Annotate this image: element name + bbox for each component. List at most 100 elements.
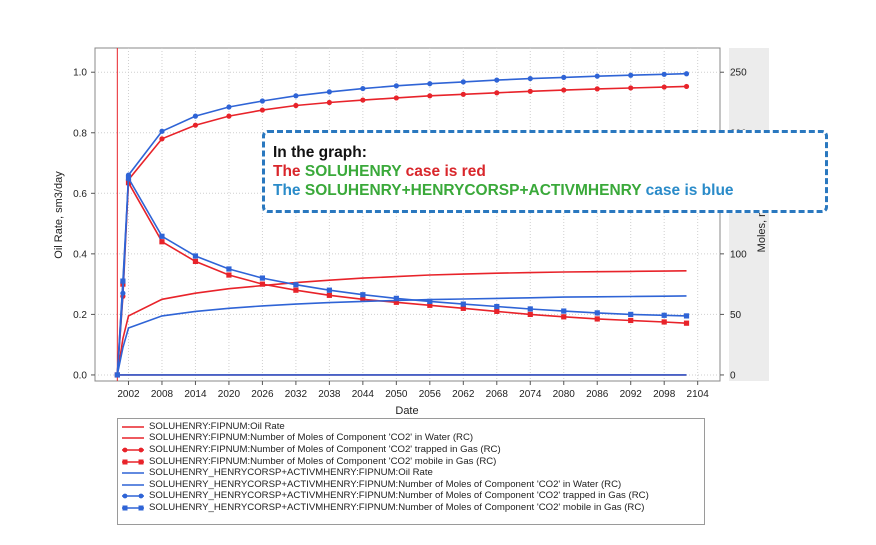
- data-point-square: [259, 281, 266, 287]
- y-left-axis-ticks: 0.0 0.2 0.4 0.6 0.8 1.0: [73, 68, 95, 381]
- x-axis-ticks: 2002 2008 2014 2020 2026 2032 2038 2044 2050 2056…: [117, 381, 709, 400]
- data-point-square: [326, 292, 332, 298]
- data-point-square: [114, 372, 120, 378]
- x-tick-label: 2014: [184, 389, 207, 400]
- data-point-square: [628, 311, 634, 317]
- annotation-the-blue: The: [273, 182, 305, 199]
- legend-label: SOLUHENRY_HENRYCORSP+ACTIVMHENRY:FIPNUM:…: [149, 490, 649, 502]
- x-tick-label: 2032: [285, 389, 308, 400]
- data-point-square: [594, 310, 600, 316]
- legend-item: SOLUHENRY:FIPNUM:Number of Moles of Comp…: [122, 433, 704, 445]
- data-point-square: [192, 253, 199, 259]
- data-point-square: [460, 301, 466, 307]
- data-point-square: [326, 287, 332, 293]
- legend-label: SOLUHENRY:FIPNUM:Number of Moles of Comp…: [149, 455, 497, 467]
- data-point-circle: [527, 88, 533, 94]
- legend-item: SOLUHENRY_HENRYCORSP+ACTIVMHENRY:FIPNUM:…: [122, 467, 704, 479]
- legend-swatch: [122, 447, 144, 453]
- x-axis-title: Date: [395, 405, 418, 417]
- x-tick-label: 2098: [653, 389, 676, 400]
- data-point-circle: [683, 71, 690, 77]
- series-layer: [114, 71, 690, 378]
- data-point-circle: [293, 102, 299, 109]
- data-point-square: [293, 287, 299, 293]
- x-tick-label: 2074: [519, 389, 542, 400]
- series-1: [116, 270, 687, 376]
- data-point-circle: [594, 86, 600, 92]
- data-point-square: [393, 299, 399, 305]
- data-point-square: [460, 305, 466, 311]
- data-point-circle: [628, 85, 634, 91]
- series-7: [114, 175, 690, 378]
- data-point-circle: [427, 93, 433, 99]
- data-point-square: [683, 313, 690, 319]
- x-tick-label: 2002: [117, 389, 140, 400]
- x-tick-label: 2068: [486, 389, 509, 400]
- data-point-square: [561, 308, 567, 314]
- plot-background: [94, 47, 721, 382]
- data-point-circle: [293, 93, 299, 99]
- legend-item: SOLUHENRY:FIPNUM:Number of Moles of Comp…: [122, 444, 704, 456]
- data-point-square: [159, 233, 165, 239]
- data-point-square: [494, 308, 500, 314]
- legend-swatch: [122, 425, 144, 428]
- legend-item: SOLUHENRY_HENRYCORSP+ACTIVMHENRY:FIPNUM:…: [122, 479, 704, 491]
- annotation-case-red: SOLUHENRY: [304, 163, 402, 180]
- y-right-axis-title: Moles, m: [756, 208, 768, 253]
- data-point-square: [427, 302, 433, 308]
- legend-item: SOLUHENRY:FIPNUM:Oil Rate: [122, 421, 704, 433]
- data-point-circle: [527, 75, 533, 82]
- y-right-tick-label: 0: [730, 370, 736, 381]
- legend-label: SOLUHENRY_HENRYCORSP+ACTIVMHENRY:FIPNUM:…: [149, 467, 433, 479]
- annotation-rest-blue: case is blue: [641, 182, 734, 199]
- data-point-square: [159, 239, 165, 245]
- data-point-square: [527, 311, 533, 317]
- data-point-circle: [460, 91, 466, 97]
- data-point-square: [125, 175, 132, 181]
- y-left-tick-label: 1.0: [73, 68, 87, 79]
- data-point-square: [120, 278, 126, 284]
- series-line: [116, 175, 687, 375]
- legend-swatch: [122, 493, 144, 499]
- data-point-square: [561, 314, 567, 320]
- data-point-circle: [393, 83, 399, 89]
- x-tick-label: 2008: [151, 389, 174, 400]
- data-point-circle: [427, 81, 433, 87]
- data-point-circle: [683, 83, 690, 90]
- data-point-square: [661, 319, 667, 325]
- data-point-circle: [393, 95, 399, 101]
- data-point-circle: [628, 72, 634, 78]
- legend-swatch: [122, 472, 144, 474]
- annotation-heading: In the graph:: [273, 144, 367, 161]
- y-left-tick-label: 0.6: [73, 189, 87, 200]
- data-point-circle: [561, 74, 567, 80]
- x-tick-label: 2038: [318, 389, 341, 400]
- series-line: [116, 72, 687, 375]
- data-point-circle: [226, 104, 232, 110]
- data-point-circle: [192, 113, 199, 119]
- x-tick-label: 2092: [620, 389, 643, 400]
- y-left-tick-label: 0.4: [73, 249, 87, 260]
- x-tick-label: 2020: [218, 389, 241, 400]
- chart-legend: SOLUHENRY:FIPNUM:Oil Rate SOLUHENRY:FIPNU…: [117, 418, 705, 525]
- data-point-circle: [460, 79, 466, 85]
- x-tick-label: 2044: [352, 389, 375, 400]
- x-tick-label: 2026: [251, 389, 274, 400]
- data-point-circle: [226, 113, 232, 119]
- data-point-circle: [259, 98, 266, 104]
- data-point-circle: [159, 128, 165, 134]
- data-point-square: [427, 298, 433, 304]
- legend-swatch: [122, 483, 144, 486]
- data-point-square: [360, 296, 366, 302]
- data-point-square: [594, 316, 600, 322]
- x-tick-label: 2062: [452, 389, 475, 400]
- data-point-square: [393, 295, 399, 301]
- series-line: [116, 85, 687, 375]
- data-point-circle: [192, 122, 199, 128]
- x-tick-label: 2056: [419, 389, 442, 400]
- y-left-axis-title: Oil Rate, sm3/day: [53, 171, 65, 259]
- data-point-square: [360, 292, 366, 298]
- y-right-tick-label: 100: [730, 249, 747, 260]
- data-point-circle: [494, 77, 500, 83]
- data-point-square: [192, 258, 199, 265]
